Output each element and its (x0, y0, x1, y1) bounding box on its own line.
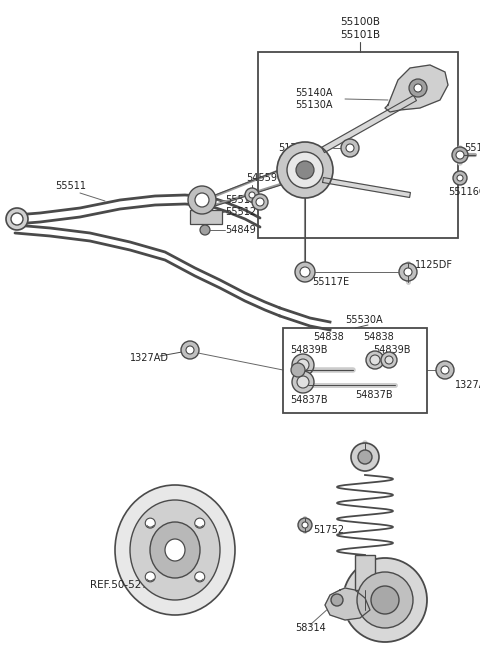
Ellipse shape (115, 485, 235, 615)
Bar (258, 52, 458, 238)
Circle shape (297, 376, 309, 388)
Text: 55511: 55511 (55, 181, 86, 191)
Text: 54839B: 54839B (373, 345, 410, 355)
Circle shape (292, 371, 314, 393)
Text: 55100B: 55100B (340, 17, 380, 27)
Circle shape (346, 144, 354, 152)
Ellipse shape (165, 539, 185, 561)
Circle shape (188, 186, 216, 214)
Ellipse shape (130, 500, 220, 600)
Ellipse shape (150, 522, 200, 578)
Circle shape (298, 518, 312, 532)
Text: 55513A: 55513A (225, 195, 263, 205)
Circle shape (457, 175, 463, 181)
Text: 54559: 54559 (246, 173, 277, 183)
Text: 55116C: 55116C (448, 187, 480, 197)
Circle shape (291, 363, 305, 377)
Circle shape (371, 586, 399, 614)
Circle shape (277, 142, 333, 198)
Circle shape (404, 268, 412, 276)
Text: 1125DF: 1125DF (415, 260, 453, 270)
Circle shape (256, 198, 264, 206)
Bar (355, 555, 375, 590)
Circle shape (200, 225, 210, 235)
Circle shape (195, 518, 205, 528)
Bar (283, 328, 427, 413)
Polygon shape (322, 96, 417, 153)
Circle shape (186, 346, 194, 354)
Text: 55130A: 55130A (295, 100, 333, 110)
Text: 1327AD: 1327AD (130, 353, 169, 363)
Text: 51759: 51759 (278, 143, 309, 153)
Circle shape (302, 522, 308, 528)
Text: REF.50-527: REF.50-527 (90, 580, 148, 590)
Text: 55530A: 55530A (345, 315, 383, 325)
Circle shape (297, 359, 309, 371)
Circle shape (452, 147, 468, 163)
Circle shape (341, 139, 359, 157)
Text: 54838: 54838 (313, 332, 344, 342)
Circle shape (357, 572, 413, 628)
Circle shape (145, 572, 155, 582)
Circle shape (385, 356, 393, 364)
Circle shape (287, 152, 323, 188)
Polygon shape (325, 588, 370, 620)
Circle shape (399, 263, 417, 281)
Circle shape (331, 594, 343, 606)
Circle shape (296, 161, 314, 179)
Circle shape (436, 361, 454, 379)
Circle shape (381, 352, 397, 368)
Circle shape (11, 213, 23, 225)
Circle shape (366, 351, 384, 369)
Text: 1327AD: 1327AD (455, 380, 480, 390)
Circle shape (252, 194, 268, 210)
Text: 54837B: 54837B (355, 390, 393, 400)
Text: 54849: 54849 (225, 225, 256, 235)
Circle shape (358, 450, 372, 464)
Polygon shape (323, 178, 410, 197)
Circle shape (292, 354, 314, 376)
Circle shape (300, 267, 310, 277)
Circle shape (249, 192, 255, 198)
Circle shape (6, 208, 28, 230)
Bar (190, 210, 222, 224)
Text: 51752: 51752 (313, 525, 344, 535)
Text: 54838: 54838 (363, 332, 394, 342)
Text: 55140A: 55140A (295, 88, 333, 98)
Text: 55512: 55512 (225, 207, 256, 217)
Circle shape (295, 262, 315, 282)
Circle shape (343, 558, 427, 642)
Text: 58314: 58314 (295, 623, 326, 633)
Circle shape (351, 443, 379, 471)
Circle shape (195, 193, 209, 207)
Circle shape (181, 341, 199, 359)
Text: 54837B: 54837B (290, 395, 328, 405)
Circle shape (370, 355, 380, 365)
Circle shape (409, 79, 427, 97)
Text: 55101B: 55101B (340, 30, 380, 40)
Circle shape (441, 366, 449, 374)
Text: 55117E: 55117E (312, 277, 349, 287)
Circle shape (453, 171, 467, 185)
Polygon shape (385, 65, 448, 112)
Circle shape (456, 151, 464, 159)
Text: 55117D: 55117D (464, 143, 480, 153)
Circle shape (245, 188, 259, 202)
Text: 54839B: 54839B (290, 345, 327, 355)
Circle shape (145, 518, 155, 528)
Circle shape (414, 84, 422, 92)
Circle shape (195, 572, 205, 582)
